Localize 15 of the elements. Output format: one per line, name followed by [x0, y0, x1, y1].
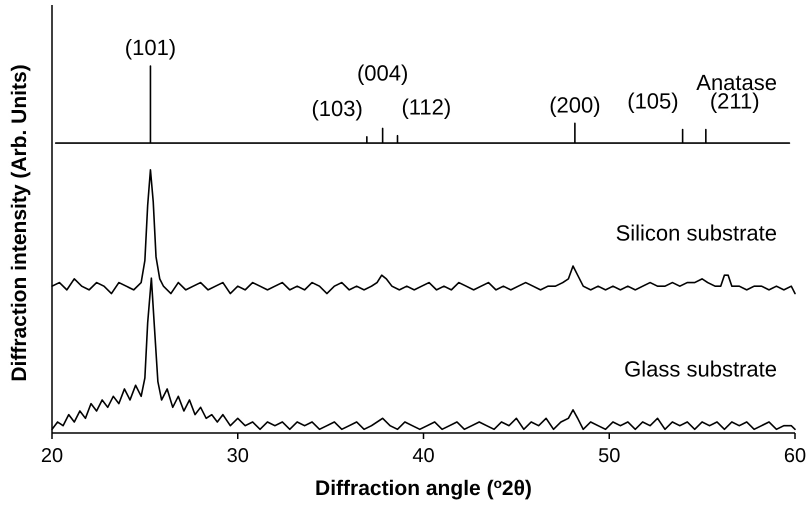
annotation: (105)	[627, 88, 679, 114]
x-tick-label: 60	[784, 445, 806, 467]
y-axis-title: Diffraction intensity (Arb. Units)	[8, 64, 31, 382]
annotation: (101)	[124, 35, 176, 60]
x-tick-label: 40	[412, 445, 435, 467]
x-axis-title: Diffraction angle ($^{o}$2θ)	[315, 476, 532, 500]
annotation: (103)	[311, 96, 363, 121]
x-tick-label: 20	[40, 445, 64, 467]
x-tick-label: 30	[226, 445, 249, 467]
series-label: Silicon substrate	[616, 220, 777, 246]
annotation: (200)	[549, 92, 601, 118]
annotation: (004)	[356, 60, 408, 86]
series-label: Glass substrate	[624, 356, 777, 382]
x-tick-label: 50	[598, 445, 620, 467]
annotation: (112)	[401, 94, 452, 120]
